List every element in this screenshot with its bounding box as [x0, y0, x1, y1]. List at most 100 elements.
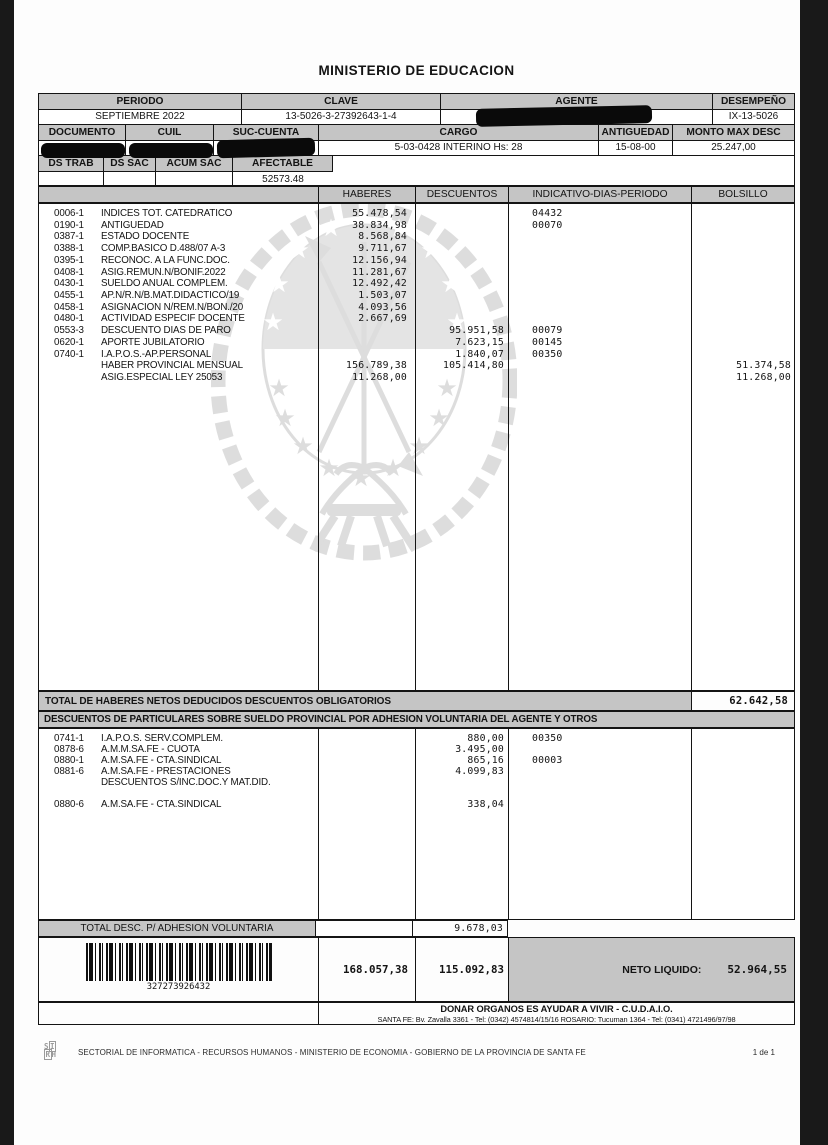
header-empty-cell: [333, 156, 794, 187]
svg-text:★: ★: [268, 270, 290, 298]
barcode-cell: 327273926432: [39, 938, 319, 1001]
label-ds-trab: DS TRAB: [39, 156, 104, 172]
row-haberes: 11.281,67: [352, 266, 407, 278]
neto-liquido-value: 52.964,55: [727, 963, 787, 976]
row-descuentos: 3.495,00: [455, 744, 504, 755]
table-row: 0430-1 SUELDO ANUAL COMPLEM. 12.492,42: [39, 278, 794, 290]
row-descuentos: [415, 302, 508, 314]
table-row: 0740-1 I.A.P.O.S.-AP.PERSONAL 1.840,07 0035…: [39, 349, 794, 361]
row-code: 0553-3: [54, 325, 84, 337]
row-code: 0190-1: [54, 219, 84, 231]
donar-line: DONAR ORGANOS ES AYUDAR A VIVIR - C.U.D.…: [440, 1004, 673, 1014]
svg-text:★: ★: [350, 464, 372, 492]
value-antiguedad: 15-08-00: [599, 140, 673, 156]
total-voluntary-row: TOTAL DESC. P/ ADHESION VOLUNTARIA 9.678…: [38, 920, 508, 937]
value-cargo: 5-03-0428 INTERINO Hs: 28: [319, 140, 599, 156]
row-indicativo: [508, 313, 691, 325]
table-row: 0455-1 AP.N/R.N/B.MAT.DIDACTICO/19 1.503,0…: [39, 290, 794, 302]
row-bolsillo: [691, 799, 794, 810]
row-haberes: 1.503,07: [358, 290, 407, 302]
svg-text:★: ★: [408, 432, 430, 460]
row-haberes: 8.568,84: [358, 231, 407, 243]
row-indicativo: [508, 360, 691, 372]
row-code: [39, 788, 101, 799]
haberes-rows: 0006-1 INDICES TOT. CATEDRATICO 55.478,54 0…: [39, 208, 794, 384]
row-haberes: [318, 799, 415, 810]
svg-text:★: ★: [318, 454, 340, 482]
svg-text:★: ★: [440, 270, 462, 298]
row-bolsillo: [691, 278, 794, 290]
row-desc: SUELDO ANUAL COMPLEM.: [101, 278, 228, 290]
row-bolsillo: [691, 744, 794, 755]
row-code: 0741-1: [54, 733, 84, 744]
row-bolsillo: [691, 243, 794, 255]
table-row: 0395-1 RECONOC. A LA FUNC.DOC. 12.156,94: [39, 255, 794, 267]
row-code: 0458-1: [54, 301, 84, 313]
row-code: 0430-1: [54, 278, 84, 290]
page-title: MINISTERIO DE EDUCACION: [318, 63, 515, 78]
row-indicativo: [508, 372, 691, 384]
row-descuentos: [415, 255, 508, 267]
row-haberes: [318, 766, 415, 777]
row-indicativo: [508, 290, 691, 302]
value-desempeno: IX-13-5026: [713, 110, 794, 125]
row-indicativo: 04432: [532, 208, 563, 219]
value-ds-trab: [39, 171, 104, 187]
value-monto-max-desc: 25.247,00: [673, 141, 794, 156]
svg-text:★: ★: [274, 404, 296, 432]
row-desc: [101, 788, 318, 799]
row-desc: ASIG.REMUN.N/BONIF.2022: [101, 266, 226, 278]
row-haberes: 156.789,38: [346, 360, 407, 372]
row-bolsillo: [691, 349, 794, 361]
row-indicativo: [508, 799, 691, 810]
row-code: 0878-6: [54, 744, 84, 755]
row-desc: INDICES TOT. CATEDRATICO: [101, 208, 233, 219]
row-descuentos: [415, 208, 508, 220]
row-indicativo: [508, 766, 691, 777]
table-row: 0388-1 COMP.BASICO D.488/07 A-3 9.711,67: [39, 243, 794, 255]
row-code: 0480-1: [54, 313, 84, 325]
row-code: 0006-1: [54, 208, 84, 219]
row-descuentos: 865,16: [467, 755, 504, 766]
table-row: 0880-1 A.M.SA.FE - CTA.SINDICAL 865,16 0000…: [39, 755, 794, 766]
row-desc: AP.N/R.N/B.MAT.DIDACTICO/19: [101, 290, 240, 302]
footer-text: SECTORIAL DE INFORMATICA - RECURSOS HUMA…: [78, 1048, 586, 1057]
svg-text:★: ★: [428, 404, 450, 432]
row-bolsillo: [691, 208, 794, 220]
redaction-bar-cuil: [129, 143, 213, 158]
row-indicativo: 00070: [532, 219, 563, 231]
row-haberes: [318, 788, 415, 799]
value-acum-sac: [156, 171, 233, 187]
voluntary-items-box: 0741-1 I.A.P.O.S. SERV.COMPLEM. 880,00 0035…: [38, 728, 795, 920]
row-indicativo: [508, 744, 691, 755]
row-desc: ACTIVIDAD ESPECIF DOCENTE: [101, 313, 245, 325]
row-code: [39, 360, 101, 372]
row-indicativo: [508, 255, 691, 267]
footer-note-row: DONAR ORGANOS ES AYUDAR A VIVIR - C.U.D.…: [38, 1002, 795, 1025]
row-bolsillo: [691, 755, 794, 766]
row-haberes: [318, 755, 415, 766]
row-haberes: 12.492,42: [352, 278, 407, 290]
header-row-3: DS TRAB DS SAC ACUM SAC AFECTABLE 52573.…: [39, 156, 794, 187]
payslip-page: MINISTERIO DE EDUCACION PERIODO CLAVE AG…: [14, 0, 800, 1145]
row-bolsillo: [691, 777, 794, 788]
table-row: 0006-1 INDICES TOT. CATEDRATICO 55.478,54 0…: [39, 208, 794, 220]
redaction-bar-suc-cuenta: [216, 137, 316, 159]
svg-text:★: ★: [382, 454, 404, 482]
table-row: 0741-1 I.A.P.O.S. SERV.COMPLEM. 880,00 0035…: [39, 733, 794, 744]
row-code: 0408-1: [54, 266, 84, 278]
row-descuentos: [415, 231, 508, 243]
svg-text:★: ★: [446, 308, 468, 336]
row-desc: ASIGNACION N/REM.N/BON./20: [101, 301, 243, 313]
row-descuentos: [415, 777, 508, 788]
total-haberes-value: 62.642,58: [729, 695, 788, 707]
row-desc: DESCUENTO DIAS DE PARO: [101, 325, 231, 337]
row-bolsillo: [691, 255, 794, 267]
contact-line: SANTA FE: Bv. Zavalla 3361 - Tel: (0342)…: [377, 1015, 736, 1024]
label-documento: DOCUMENTO: [39, 125, 126, 141]
row-indicativo: [508, 788, 691, 799]
row-code: 0455-1: [54, 290, 84, 302]
grand-total-haberes: 168.057,38: [319, 938, 416, 1001]
